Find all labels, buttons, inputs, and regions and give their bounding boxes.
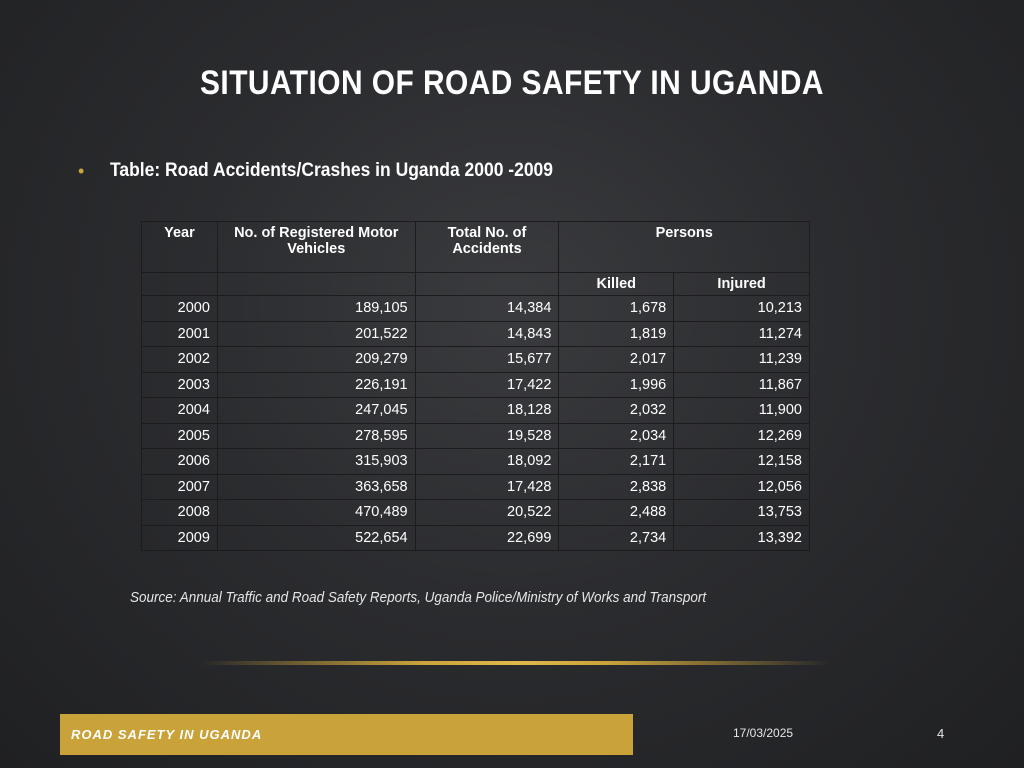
table-caption: Table: Road Accidents/Crashes in Uganda … [110,160,554,181]
cell-vehicles: 470,489 [216,499,416,526]
cell-year: 2004 [141,397,218,424]
cell-accidents: 17,422 [414,371,560,398]
cell-accidents: 17,428 [414,473,560,500]
accidents-table: Year No. of Registered Motor Vehicles To… [141,221,810,551]
cell-injured: 11,900 [673,397,810,424]
cell-killed: 1,996 [558,371,675,398]
cell-accidents: 18,092 [414,448,560,475]
bullet-dot-icon: • [78,160,85,181]
header-year: Year [141,221,218,273]
table-row: 2005 278,595 19,528 2,034 12,269 [141,422,810,449]
cell-injured: 10,213 [673,295,810,322]
cell-injured: 12,056 [673,473,810,500]
cell-year: 2003 [141,371,218,398]
cell-vehicles: 209,279 [216,346,416,373]
table-row: 2003 226,191 17,422 1,996 11,867 [141,371,810,398]
cell-killed: 2,488 [558,499,675,526]
cell-killed: 1,819 [558,320,675,347]
cell-killed: 1,678 [558,295,675,322]
cell-injured: 13,753 [673,499,810,526]
header-blank [141,272,218,296]
header-killed: Killed [558,272,675,296]
cell-vehicles: 226,191 [216,371,416,398]
cell-vehicles: 278,595 [216,422,416,449]
cell-accidents: 14,384 [414,295,560,322]
cell-year: 2007 [141,473,218,500]
cell-injured: 11,274 [673,320,810,347]
table-row: 2004 247,045 18,128 2,032 11,900 [141,397,810,424]
cell-year: 2000 [141,295,218,322]
cell-injured: 12,269 [673,422,810,449]
cell-accidents: 19,528 [414,422,560,449]
cell-vehicles: 247,045 [216,397,416,424]
cell-accidents: 20,522 [414,499,560,526]
bullet-item: • Table: Road Accidents/Crashes in Ugand… [78,160,592,182]
cell-accidents: 18,128 [414,397,560,424]
cell-vehicles: 201,522 [216,320,416,347]
table-row: 2008 470,489 20,522 2,488 13,753 [141,499,810,526]
cell-vehicles: 189,105 [216,295,416,322]
cell-injured: 12,158 [673,448,810,475]
slide-title: SITUATION OF ROAD SAFETY IN UGANDA [200,64,824,102]
cell-accidents: 15,677 [414,346,560,373]
header-blank [414,272,560,296]
table-row: 2006 315,903 18,092 2,171 12,158 [141,448,810,475]
cell-vehicles: 315,903 [216,448,416,475]
table-row: 2001 201,522 14,843 1,819 11,274 [141,320,810,347]
footer-date: 17/03/2025 [733,726,794,740]
table-row: 2000 189,105 14,384 1,678 10,213 [141,295,810,322]
cell-injured: 11,867 [673,371,810,398]
cell-injured: 13,392 [673,524,810,551]
header-blank [216,272,416,296]
cell-year: 2005 [141,422,218,449]
cell-year: 2008 [141,499,218,526]
cell-vehicles: 522,654 [216,524,416,551]
cell-killed: 2,734 [558,524,675,551]
header-persons: Persons [558,221,810,273]
cell-year: 2002 [141,346,218,373]
header-accidents: Total No. of Accidents [414,221,560,273]
cell-year: 2009 [141,524,218,551]
footer-bar: ROAD SAFETY IN UGANDA [60,714,633,755]
divider-line [200,661,830,665]
cell-killed: 2,171 [558,448,675,475]
table-row: 2002 209,279 15,677 2,017 11,239 [141,346,810,373]
cell-year: 2001 [141,320,218,347]
cell-accidents: 22,699 [414,524,560,551]
header-vehicles: No. of Registered Motor Vehicles [216,221,416,273]
table-row: 2007 363,658 17,428 2,838 12,056 [141,473,810,500]
cell-killed: 2,838 [558,473,675,500]
cell-killed: 2,017 [558,346,675,373]
cell-injured: 11,239 [673,346,810,373]
source-note: Source: Annual Traffic and Road Safety R… [130,590,707,606]
cell-accidents: 14,843 [414,320,560,347]
table-body: 2000 189,105 14,384 1,678 10,213 2001 201,522 1… [141,295,810,551]
footer-label: ROAD SAFETY IN UGANDA [71,727,263,742]
table-row: 2009 522,654 22,699 2,734 13,392 [141,524,810,551]
cell-killed: 2,034 [558,422,675,449]
cell-year: 2006 [141,448,218,475]
page-number: 4 [937,726,945,741]
header-injured: Injured [673,272,810,296]
cell-killed: 2,032 [558,397,675,424]
cell-vehicles: 363,658 [216,473,416,500]
